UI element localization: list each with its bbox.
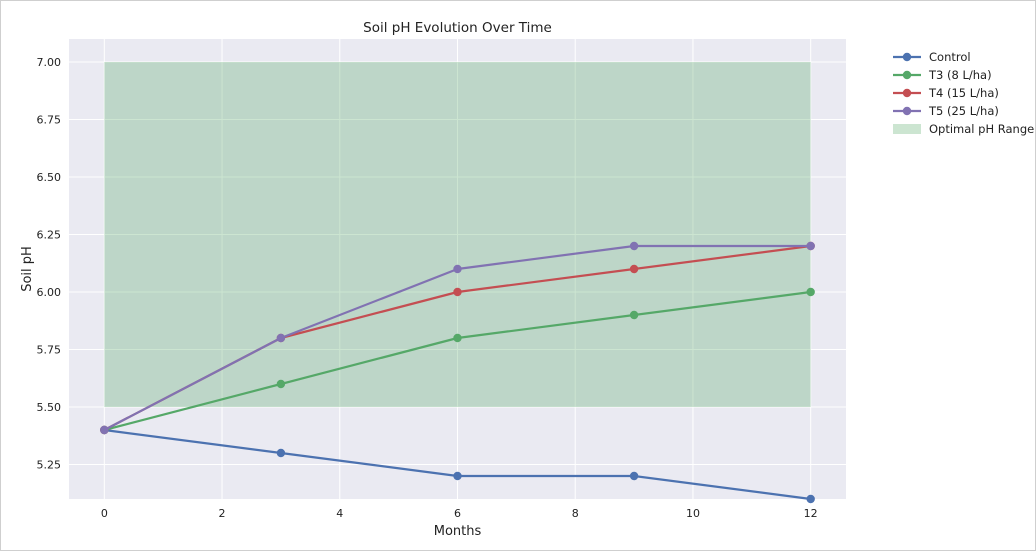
series-3	[100, 241, 815, 435]
data-point	[806, 241, 815, 251]
optimal-range-rect	[104, 62, 811, 407]
data-point	[276, 333, 286, 343]
legend-marker	[902, 106, 912, 116]
legend-item: Control	[893, 50, 971, 64]
y-tick-label: 6.75	[37, 114, 62, 127]
legend-label: T5 (25 L/ha)	[928, 104, 999, 118]
data-point	[453, 333, 462, 343]
y-tick-label: 7.00	[37, 56, 62, 69]
legend-marker	[902, 70, 912, 80]
y-tick-label: 6.25	[37, 229, 62, 242]
legend: Control T3 (8 L/ha) T4 (15 L/ha) T5 (25 L/h…	[893, 50, 1034, 136]
data-point	[276, 379, 286, 389]
y-axis-label: Soil pH	[20, 246, 35, 292]
data-point	[806, 494, 815, 504]
legend-label: Optimal pH Range	[929, 122, 1034, 136]
y-tick-label: 6.00	[37, 286, 62, 299]
legend-swatch	[893, 124, 921, 134]
legend-item: T5 (25 L/ha)	[893, 104, 999, 118]
x-tick-label: 6	[454, 507, 461, 520]
data-point	[806, 287, 815, 297]
legend-label: Control	[929, 50, 971, 64]
y-tick-labels: 5.25 5.50 5.75 6.00 6.25 6.50 6.75 7.00	[37, 56, 62, 472]
data-point	[629, 310, 639, 320]
data-point	[276, 448, 286, 458]
chart-title: Soil pH Evolution Over Time	[363, 20, 552, 36]
y-tick-label: 5.50	[37, 401, 62, 414]
legend-marker	[902, 88, 912, 98]
data-point	[629, 471, 639, 481]
legend-label: T4 (15 L/ha)	[928, 86, 999, 100]
data-point	[453, 471, 462, 481]
x-tick-label: 8	[572, 507, 579, 520]
x-tick-label: 12	[804, 507, 818, 520]
legend-item: Optimal pH Range	[893, 122, 1034, 136]
x-tick-label: 4	[336, 507, 343, 520]
x-axis-label: Months	[434, 524, 482, 539]
x-tick-label: 0	[101, 507, 108, 520]
legend-item: T3 (8 L/ha)	[893, 68, 992, 82]
data-point	[453, 287, 462, 297]
y-tick-label: 6.50	[37, 171, 62, 184]
x-tick-label: 2	[219, 507, 226, 520]
y-tick-label: 5.25	[37, 459, 62, 472]
legend-item: T4 (15 L/ha)	[893, 86, 999, 100]
legend-marker	[902, 52, 912, 62]
data-point	[453, 264, 462, 274]
optimal-range-region	[104, 62, 811, 407]
x-tick-labels: 0 2 4 6 8 10 12	[101, 507, 818, 520]
data-point	[629, 241, 639, 251]
x-tick-label: 10	[686, 507, 700, 520]
series-lines	[100, 241, 815, 504]
data-point	[629, 264, 639, 274]
legend-label: T3 (8 L/ha)	[928, 68, 992, 82]
data-point	[100, 425, 109, 435]
y-tick-label: 5.75	[37, 344, 62, 357]
